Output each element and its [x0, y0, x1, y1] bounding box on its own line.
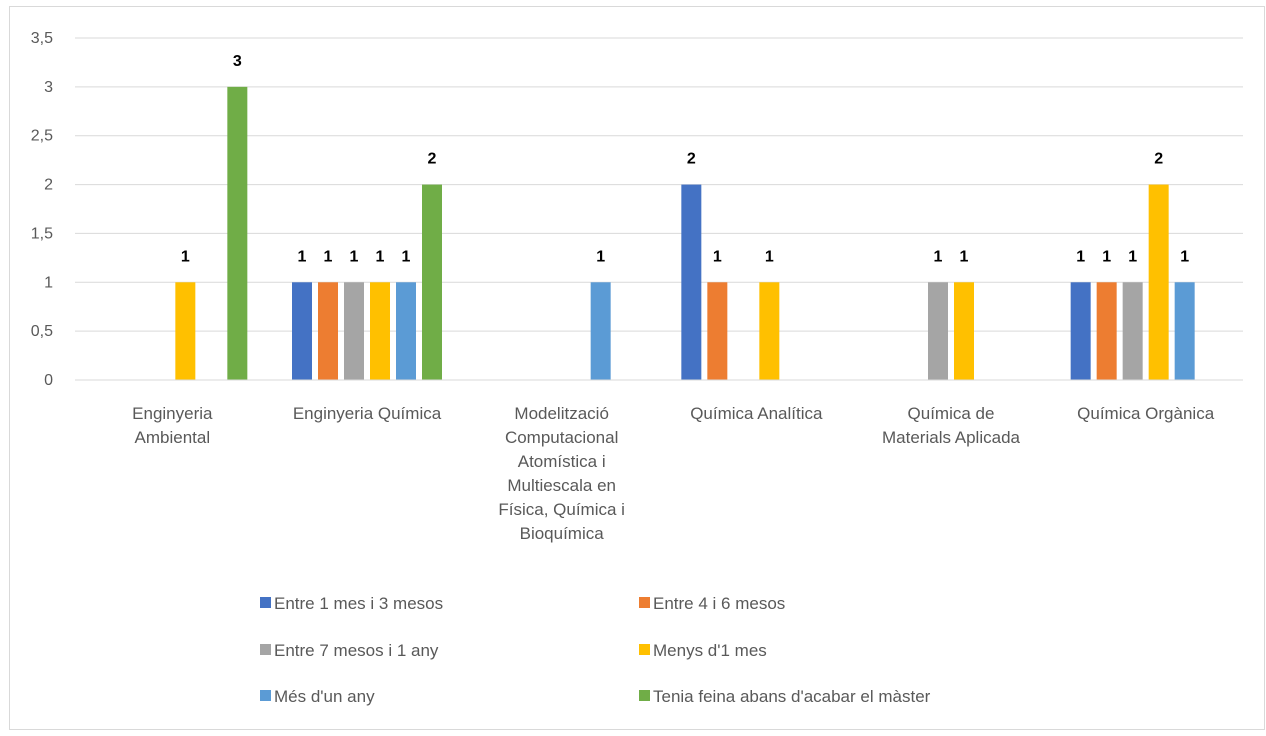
x-category-label: Multiescala en	[507, 476, 616, 495]
legend-label: Entre 7 mesos i 1 any	[274, 641, 439, 660]
x-category-label: Atomística i	[518, 452, 606, 471]
data-label: 1	[934, 248, 943, 265]
legend-label: Més d'un any	[274, 687, 375, 706]
x-category-label: Enginyeria	[132, 404, 213, 423]
data-label: 1	[765, 248, 774, 265]
bar	[396, 282, 416, 380]
bar	[227, 86, 248, 380]
bar	[1070, 282, 1091, 380]
y-tick-label: 2	[44, 177, 53, 194]
x-category-label: Bioquímica	[520, 524, 605, 543]
legend-swatch	[639, 597, 650, 608]
bar	[370, 282, 390, 380]
data-label: 2	[1154, 151, 1163, 168]
legend-swatch	[260, 690, 271, 701]
bar	[318, 282, 338, 380]
x-category-label: Ambiental	[135, 428, 211, 447]
bar	[954, 282, 974, 380]
x-category-label: Química de	[908, 404, 995, 423]
bar	[681, 184, 702, 380]
legend-label: Menys d'1 mes	[653, 641, 767, 660]
x-category-label: Computacional	[505, 428, 618, 447]
legend-swatch	[639, 690, 650, 701]
bar	[175, 282, 196, 380]
legend-swatch	[260, 597, 271, 608]
data-label: 1	[1180, 248, 1189, 265]
bar	[1148, 184, 1169, 380]
x-category-label: Física, Química i	[498, 500, 625, 519]
y-tick-label: 3	[44, 79, 53, 96]
bar	[292, 282, 312, 380]
data-label: 1	[960, 248, 969, 265]
y-tick-label: 3,5	[31, 30, 53, 47]
y-tick-label: 0,5	[31, 323, 53, 340]
x-category-label: Modelització	[514, 404, 609, 423]
data-label: 1	[596, 248, 605, 265]
data-label: 1	[350, 248, 359, 265]
y-tick-label: 1	[44, 274, 53, 291]
data-label: 1	[1102, 248, 1111, 265]
data-label: 1	[376, 248, 385, 265]
data-label: 1	[402, 248, 411, 265]
y-tick-label: 2,5	[31, 128, 53, 145]
y-tick-label: 1,5	[31, 225, 53, 242]
data-label: 1	[298, 248, 307, 265]
data-label: 3	[233, 53, 242, 70]
bar	[1096, 282, 1117, 380]
data-label: 2	[687, 151, 696, 168]
data-label: 1	[713, 248, 722, 265]
legend-label: Entre 1 mes i 3 mesos	[274, 594, 443, 613]
x-category-label: Enginyeria Química	[293, 404, 442, 423]
bar	[707, 282, 728, 380]
legend-label: Tenia feina abans d'acabar el màster	[653, 687, 931, 706]
data-label: 2	[428, 151, 437, 168]
bar	[759, 282, 780, 380]
legend-swatch	[260, 644, 271, 655]
chart-frame: 0 0,5 1 1,5 2 2,5 3 3,5 1 3 Enginyeria Ambiental 1 1 1…	[9, 6, 1265, 730]
bar	[422, 184, 442, 380]
y-tick-label: 0	[44, 372, 53, 389]
bar	[1122, 282, 1143, 380]
data-label: 1	[324, 248, 333, 265]
x-category-label: Química Analítica	[690, 404, 823, 423]
data-label: 1	[1076, 248, 1085, 265]
bar	[1174, 282, 1195, 380]
data-label: 1	[1128, 248, 1137, 265]
bar	[928, 282, 948, 380]
legend-swatch	[639, 644, 650, 655]
x-category-label: Química Orgànica	[1077, 404, 1215, 423]
legend-label: Entre 4 i 6 mesos	[653, 594, 785, 613]
x-category-label: Materials Aplicada	[882, 428, 1021, 447]
bar	[344, 282, 364, 380]
bar	[590, 282, 611, 380]
data-label: 1	[181, 248, 190, 265]
